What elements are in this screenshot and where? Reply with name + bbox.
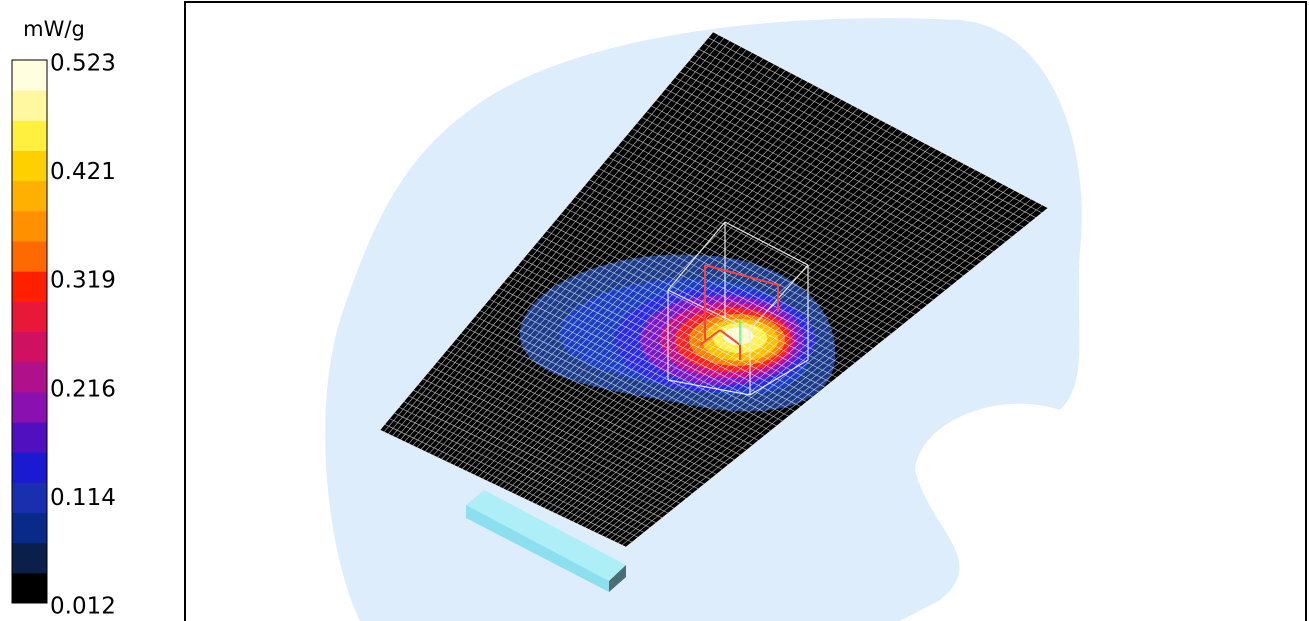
mesh-line [441,75,797,460]
colorbar-segment [12,572,47,604]
colorbar-border [11,59,48,604]
colorbar-segment [12,271,47,302]
mesh-line [588,181,998,530]
colorbar [11,59,48,604]
mesh-line [490,110,864,483]
mesh-line [412,55,758,446]
mesh-line [486,108,859,481]
mesh-line [605,193,1021,538]
mesh-line [560,160,959,517]
mesh-line [453,84,814,466]
mesh-line [433,69,786,456]
mesh-line [416,58,764,448]
colorbar-tick-label: 0.012 [50,594,116,620]
mesh-line [400,46,742,440]
mesh-line [428,66,781,454]
colorbar-unit: mW/g [23,17,85,41]
mesh-line [527,137,915,501]
colorbar-tick-label: 0.114 [50,485,116,511]
colorbar-segment [12,512,47,544]
mesh-line [506,122,887,491]
mesh-line [445,78,803,462]
colorbar-segment [12,90,47,121]
mesh-line [457,87,820,468]
colorbar-segment [12,482,47,513]
mesh-line [576,172,982,524]
colorbar-tick-label: 0.523 [50,51,116,77]
colorbar-segment [12,361,47,393]
ear-piece [466,490,626,592]
colorbar-segment [12,150,47,182]
mesh-line [383,34,719,433]
mesh-line [498,116,876,487]
mesh-line [469,96,837,474]
mesh-line [564,163,965,518]
plot-frame [184,1,1307,621]
mesh-line [601,190,1015,536]
mesh-line [556,157,954,515]
mesh-line [461,90,825,470]
colorbar-tick-label: 0.216 [50,377,116,403]
mesh-line [392,40,730,437]
colorbar-tick-label: 0.319 [50,267,116,293]
mesh-line [387,37,725,435]
scene [325,18,1082,621]
mesh-line [404,49,747,442]
mesh-line [593,184,1004,532]
mesh-line [408,52,753,444]
colorbar-segment [12,210,47,242]
mesh-line [609,196,1026,540]
colorbar-segment [12,452,47,483]
mesh-line [424,64,775,452]
mesh-line [523,134,909,499]
mesh-line [580,175,987,526]
mesh-line [502,119,881,489]
mesh-line [531,140,920,503]
mesh-line [465,93,831,472]
mesh-line [420,61,770,450]
mesh-line [584,178,993,528]
mesh-line [510,125,892,493]
mesh-line [396,43,736,438]
mesh-line [617,201,1038,544]
mesh-line [494,113,870,485]
mesh-line [613,198,1032,542]
colorbar-segment [12,120,47,151]
mesh-line [539,146,931,507]
mesh-line [437,72,792,458]
mesh-line [478,102,848,478]
colorbar-segment [12,241,47,272]
mesh-line [379,31,714,431]
colorbar-tick-label: 0.421 [50,159,116,185]
mesh-line [449,81,809,464]
mesh-line [568,166,971,520]
colorbar-segment [12,422,47,453]
colorbar-segment [12,331,47,363]
mesh-line [535,143,926,505]
colorbar-ticks: 0.012 0.114 0.216 0.319 0.421 0.523 [50,51,116,620]
colorbar-segment [12,391,47,423]
colorbar-segment [12,60,47,91]
colorbar-segment [12,542,47,574]
mesh-line [519,131,904,497]
mesh [379,31,1049,548]
mesh-line [474,99,842,476]
mesh-line [621,204,1043,546]
mesh-line [572,169,976,522]
mesh-line [625,207,1049,548]
colorbar-segment [12,301,47,332]
mesh-line [515,128,898,495]
mesh-line [547,152,943,511]
colorbar-segment [12,180,47,212]
mesh-line [597,187,1010,534]
device-outline [699,264,779,360]
